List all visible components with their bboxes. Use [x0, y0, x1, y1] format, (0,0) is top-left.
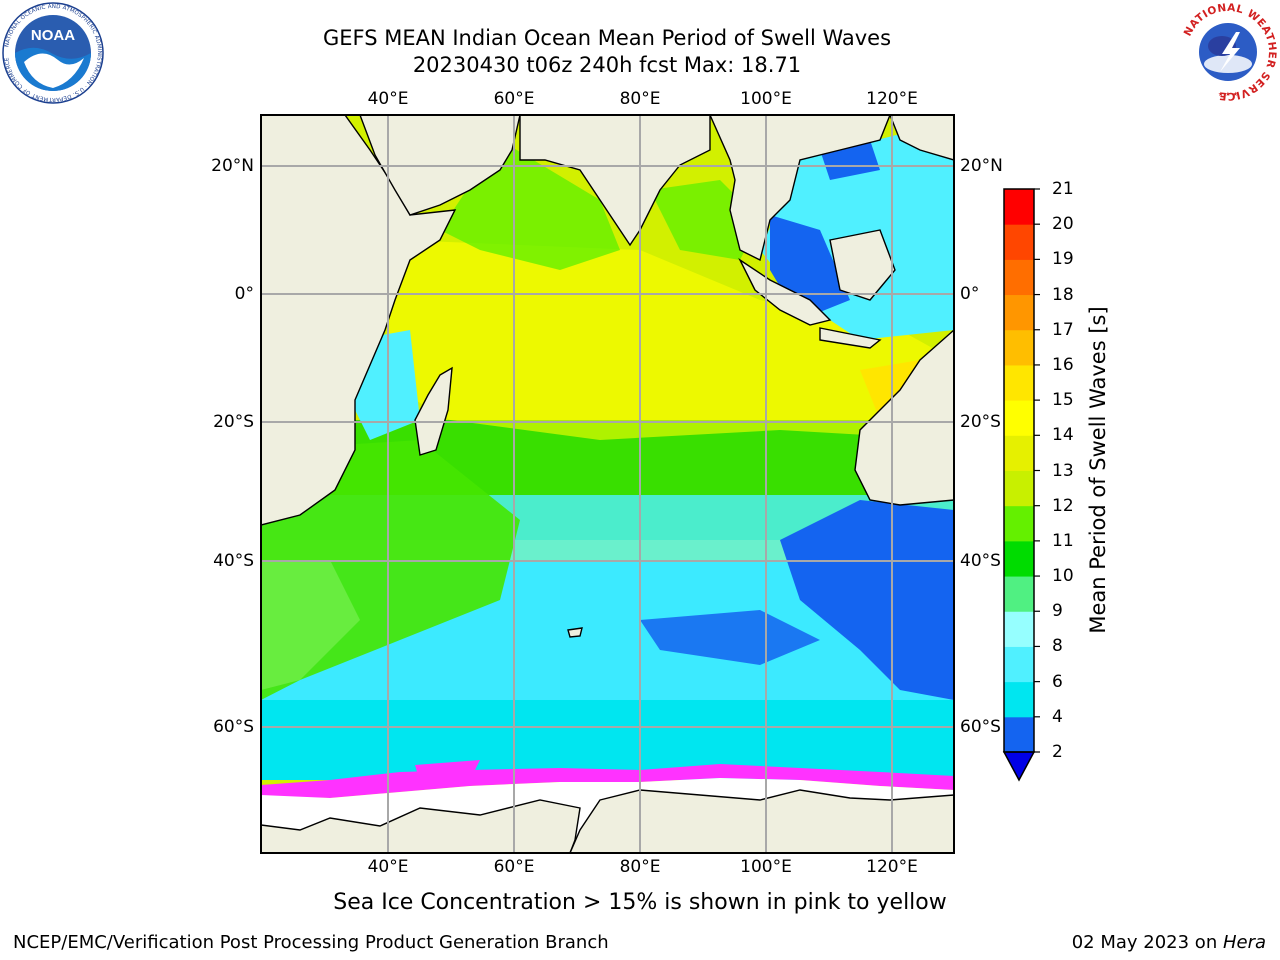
graticule	[261, 115, 954, 853]
lat-label-right-20s: 20°S	[960, 412, 1001, 432]
swell-band-4-6	[261, 700, 954, 780]
colorbar-tick-label: 13	[1052, 460, 1074, 481]
colorbar-segment	[1004, 505, 1034, 542]
colorbar-tick-label: 16	[1052, 354, 1074, 375]
australia-land	[854, 329, 954, 506]
antarctica-land	[261, 799, 581, 853]
lat-label-left-0: 0°	[234, 284, 254, 304]
lon-label-top-120e: 120°E	[866, 89, 918, 109]
colorbar-segment	[1004, 224, 1034, 260]
colorbar-tick-label: 4	[1052, 706, 1063, 727]
colorbar-segment	[1004, 259, 1034, 296]
colorbar-segment	[1004, 576, 1034, 612]
sea-ice-note: Sea Ice Concentration > 15% is shown in …	[333, 890, 947, 915]
chart-subtitle: 20230430 t06z 240h fcst Max: 18.71	[412, 53, 802, 77]
lat-label-left-60s: 60°S	[213, 717, 254, 737]
colorbar-tick-label: 9	[1052, 601, 1063, 622]
colorbar-segment	[1004, 611, 1034, 647]
lon-label-bottom-120e: 120°E	[866, 857, 918, 877]
colorbar-tick-label: 8	[1052, 636, 1063, 657]
colorbar-tick-label: 17	[1052, 319, 1074, 340]
footer-date: 02 May 2023 on Hera	[1072, 932, 1266, 953]
lat-label-right-0: 0°	[960, 284, 980, 304]
lon-label-top-80e: 80°E	[619, 89, 661, 109]
lon-label-bottom-80e: 80°E	[619, 857, 661, 877]
swell-patch-south-blue	[640, 610, 820, 665]
colorbar-segment	[1004, 716, 1034, 753]
colorbar-tick-label: 10	[1052, 566, 1074, 587]
lat-label-right-20n: 20°N	[960, 156, 1003, 176]
colorbar-tick-label: 18	[1052, 284, 1074, 305]
java-land	[819, 327, 882, 349]
map-frame	[260, 114, 955, 854]
land-layer	[261, 115, 954, 853]
colorbar-tick-label: 19	[1052, 249, 1074, 270]
swell-patch-west-light	[261, 560, 360, 690]
colorbar-tick-label: 11	[1052, 530, 1074, 551]
sea-ice-patch-1	[415, 760, 480, 782]
southeast-asia-land	[709, 115, 891, 262]
madagascar-land	[414, 366, 453, 456]
colorbar-segment	[1004, 540, 1034, 577]
colorbar-segment	[1004, 681, 1034, 718]
swell-patch-southeast	[780, 500, 954, 700]
colorbar-tick-label: 14	[1052, 425, 1074, 446]
colorbar-segment	[1004, 470, 1034, 507]
svg-text:★ ★ ★: ★ ★ ★	[1218, 91, 1238, 98]
footer-credit: NCEP/EMC/Verification Post Processing Pr…	[13, 932, 609, 953]
lat-label-right-60s: 60°S	[960, 717, 1001, 737]
colorbar-segment	[1004, 329, 1034, 366]
colorbar-segment	[1004, 189, 1034, 225]
lon-label-bottom-40e: 40°E	[367, 857, 409, 877]
colorbar-tick-label: 21	[1052, 179, 1074, 199]
lon-label-top-60e: 60°E	[493, 89, 535, 109]
lat-label-left-40s: 40°S	[213, 551, 254, 571]
colorbar-tick-label: 2	[1052, 742, 1063, 762]
lon-label-top-100e: 100°E	[740, 89, 792, 109]
colorbar-tick-label: 15	[1052, 390, 1074, 411]
colorbar-label: Mean Period of Swell Waves [s]	[1086, 306, 1110, 634]
kerguelen-land	[567, 627, 583, 638]
nws-logo: NATIONAL WEATHER SERVICE ★ ★ ★	[1180, 2, 1278, 102]
colorbar-segment	[1004, 294, 1034, 331]
colorbar-tick-label: 20	[1052, 214, 1074, 235]
lon-label-top-40e: 40°E	[367, 89, 409, 109]
colorbar-tick-label: 12	[1052, 495, 1074, 516]
lat-label-left-20n: 20°N	[211, 156, 254, 176]
colorbar-segment	[1004, 364, 1034, 401]
colorbar-segment	[1004, 646, 1034, 683]
lat-label-right-40s: 40°S	[960, 551, 1001, 571]
footer-date-text: 02 May 2023 on	[1071, 932, 1223, 953]
colorbar-segment	[1004, 400, 1034, 436]
chart-title: GEFS MEAN Indian Ocean Mean Period of Sw…	[322, 26, 892, 50]
northeast-asia-land	[889, 115, 954, 161]
borneo-land	[829, 229, 896, 301]
colorbar-tick-label: 6	[1052, 671, 1063, 692]
lon-label-bottom-100e: 100°E	[740, 857, 792, 877]
lat-label-left-20s: 20°S	[213, 412, 254, 432]
lon-label-bottom-60e: 60°E	[493, 857, 535, 877]
colorbar-segment	[1004, 435, 1034, 471]
swell-patch-tropical	[380, 240, 954, 440]
colorbar-under-arrow	[1002, 751, 1036, 782]
antarctica-land-east	[569, 789, 954, 853]
svg-text:NOAA: NOAA	[31, 27, 75, 44]
india-land	[519, 115, 711, 247]
footer-machine: Hera	[1222, 932, 1266, 953]
noaa-logo: NOAA NATIONAL OCEANIC AND ATMOSPHERIC AD…	[2, 2, 104, 104]
